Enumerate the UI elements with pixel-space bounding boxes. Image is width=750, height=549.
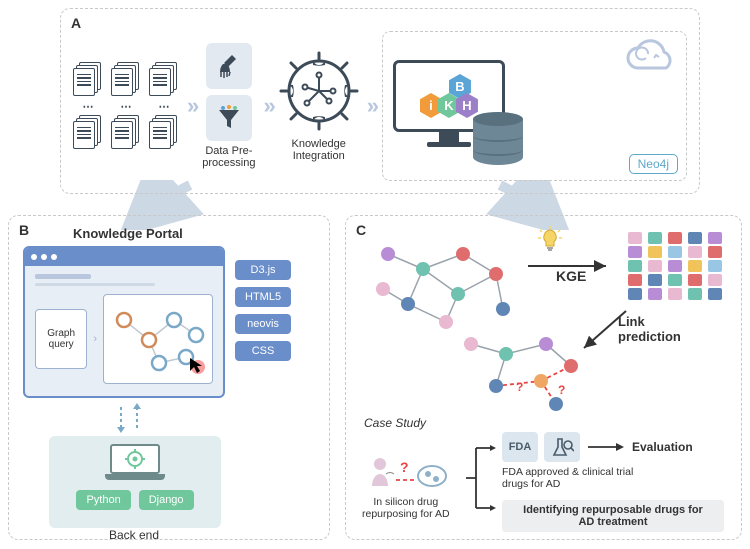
knowledge-portal-title: Knowledge Portal	[73, 226, 183, 241]
tech-pill: HTML5	[235, 287, 291, 307]
svg-text:?: ?	[516, 380, 523, 394]
integration-block: Knowledge Integration	[279, 51, 359, 162]
preprocessing-label: Data Pre- processing	[202, 145, 255, 169]
neo4j-badge: Neo4j	[629, 154, 678, 174]
neo4j-box: B i K H Neo4j	[382, 31, 687, 181]
svg-text:?: ?	[558, 383, 565, 397]
database-cylinder-icon	[473, 112, 523, 170]
panel-b: B Knowledge Portal Graph query ›	[8, 215, 330, 540]
docstack-icon	[149, 115, 179, 151]
tech-pill: CSS	[235, 341, 291, 361]
docstack-icon	[73, 62, 103, 98]
bidirectional-arrow-icon	[109, 401, 149, 435]
fda-icon: FDA	[502, 432, 538, 462]
embedding-matrix	[628, 232, 722, 300]
evaluation-label: Evaluation	[632, 440, 693, 454]
fda-branch: FDA Evaluation	[502, 432, 693, 462]
fda-text: FDA approved & clinical trial drugs for …	[502, 466, 633, 490]
tech-pill: neovis	[235, 314, 291, 334]
preprocessing-block: Data Pre- processing	[202, 43, 255, 169]
svg-text:?: ?	[400, 459, 409, 475]
cursor-icon	[188, 356, 206, 379]
link-prediction-network: ??	[446, 326, 596, 416]
laptop-icon	[105, 444, 165, 484]
panel-c: C KGE Link prediction ?? Case Study ?	[345, 215, 742, 540]
docstack-icon	[111, 115, 141, 151]
repurposable-box: Identifying repurposable drugs for AD tr…	[502, 500, 724, 532]
panel-c-label: C	[356, 222, 366, 238]
repurposing-illustration: ?	[366, 454, 454, 497]
knowledge-graph-network	[368, 234, 518, 334]
case-study-label: Case Study	[364, 416, 426, 430]
kge-label: KGE	[556, 268, 586, 284]
filter-icon	[206, 95, 252, 141]
chevron-icon: »	[187, 93, 194, 119]
backend-block: Python Django	[49, 436, 221, 528]
tech-pill: D3.js	[235, 260, 291, 280]
gear-circuit-icon	[279, 51, 359, 131]
backend-pill: Django	[139, 490, 194, 510]
query-visualization	[103, 294, 213, 384]
docstack-icon	[149, 62, 179, 98]
cloud-sync-icon	[620, 36, 680, 78]
chevron-icon: »	[367, 93, 374, 119]
panel-b-label: B	[19, 222, 29, 238]
panel-a: A ⋯⋯⋯ »	[60, 8, 700, 194]
docstack-icon	[111, 62, 141, 98]
repurposing-caption: In silicon drug repurposing for AD	[362, 496, 450, 520]
docstack-icon	[73, 115, 103, 151]
lightbulb-icon	[536, 226, 564, 254]
backend-label: Back end	[109, 528, 159, 542]
window-titlebar	[25, 248, 223, 266]
integration-label: Knowledge Integration	[279, 138, 359, 162]
clinical-trial-icon	[544, 432, 580, 462]
source-databases-grid: ⋯⋯⋯	[73, 62, 179, 151]
portal-window: Graph query ›	[23, 246, 225, 398]
arrow-icon	[586, 440, 626, 454]
chevron-icon: »	[263, 93, 270, 119]
clean-icon	[206, 43, 252, 89]
backend-pill: Python	[76, 490, 130, 510]
link-prediction-label: Link prediction	[618, 314, 681, 344]
frontend-tech-pills: D3.js HTML5 neovis CSS	[235, 260, 291, 361]
bracket-icon	[462, 438, 502, 518]
chevron-icon: ›	[93, 333, 97, 345]
graph-query-box: Graph query	[35, 309, 87, 369]
